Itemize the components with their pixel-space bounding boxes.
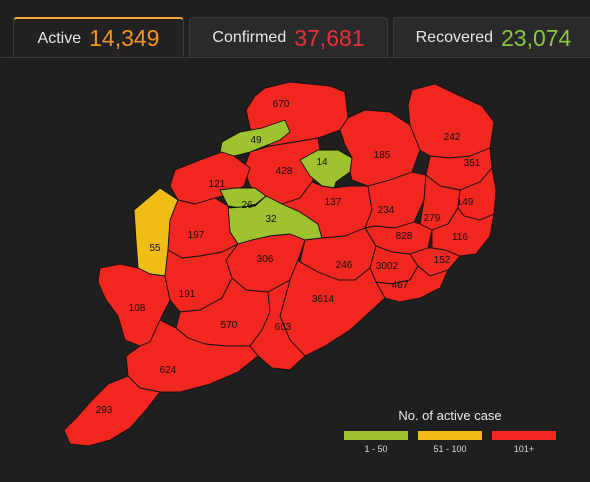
legend-swatch-low [344,431,408,440]
legend-swatch-mid [418,431,482,440]
district-value-22: 467 [392,280,409,291]
tab-confirmed-label: Confirmed [212,29,287,46]
district-29[interactable] [63,375,161,447]
district-value-0: 670 [273,99,290,110]
district-value-7: 121 [209,179,226,190]
legend-item-low: 1 - 50 [344,431,408,454]
district-3[interactable] [299,149,353,189]
district-5[interactable] [407,83,495,159]
legend-title: No. of active case [398,408,502,423]
district-value-2: 428 [276,166,293,177]
district-value-29: 293 [96,405,113,416]
district-value-25: 3614 [312,294,335,305]
district-value-13: 149 [457,197,474,208]
legend-item-high: 101+ [492,431,556,454]
legend-range-mid: 51 - 100 [433,444,467,454]
district-value-4: 185 [374,150,391,161]
tab-recovered-value: 23,074 [501,24,572,51]
district-value-5: 242 [444,132,461,143]
district-value-26: 570 [221,320,238,331]
tab-confirmed-value: 37,681 [294,24,365,51]
district-22[interactable] [375,265,449,303]
legend-range-low: 1 - 50 [364,444,388,454]
district-value-18: 306 [257,254,274,265]
district-value-19: 246 [336,260,353,271]
district-value-11: 234 [378,205,395,216]
district-value-28: 624 [160,365,177,376]
district-value-1: 49 [250,135,262,146]
district-value-27: 663 [275,322,292,333]
district-value-14: 55 [149,243,161,254]
tab-confirmed[interactable]: Confirmed 37,681 [189,17,388,58]
tab-active-value: 14,349 [89,25,160,51]
district-value-17: 116 [452,232,468,243]
tab-active[interactable]: Active 14,349 [13,17,184,58]
tab-recovered[interactable]: Recovered 23,074 [393,17,590,58]
district-17[interactable] [431,207,495,257]
district-value-24: 191 [179,289,196,300]
map-legend: No. of active case 1 - 50 51 - 100 101+ [344,408,556,454]
legend-swatch-high [492,431,556,440]
district-value-6: 351 [464,158,481,169]
district-value-12: 279 [424,213,441,224]
district-value-3: 14 [316,157,328,168]
district-value-9: 32 [265,214,277,225]
tab-active-label: Active [37,29,82,47]
district-27[interactable] [249,279,306,371]
district-value-8: 26 [241,200,253,211]
legend-item-mid: 51 - 100 [418,431,482,454]
case-tabs: Active 14,349 Confirmed 37,681 Recovered… [0,0,590,58]
district-value-16: 828 [396,231,413,242]
district-value-21: 152 [434,255,451,266]
district-value-15: 197 [188,230,205,241]
tabs-divider [0,57,590,58]
district-value-10: 137 [325,197,342,208]
tab-recovered-label: Recovered [415,29,493,46]
district-value-23: 108 [129,303,146,314]
legend-range-high: 101+ [513,444,535,454]
district-value-20: 3002 [376,261,399,272]
